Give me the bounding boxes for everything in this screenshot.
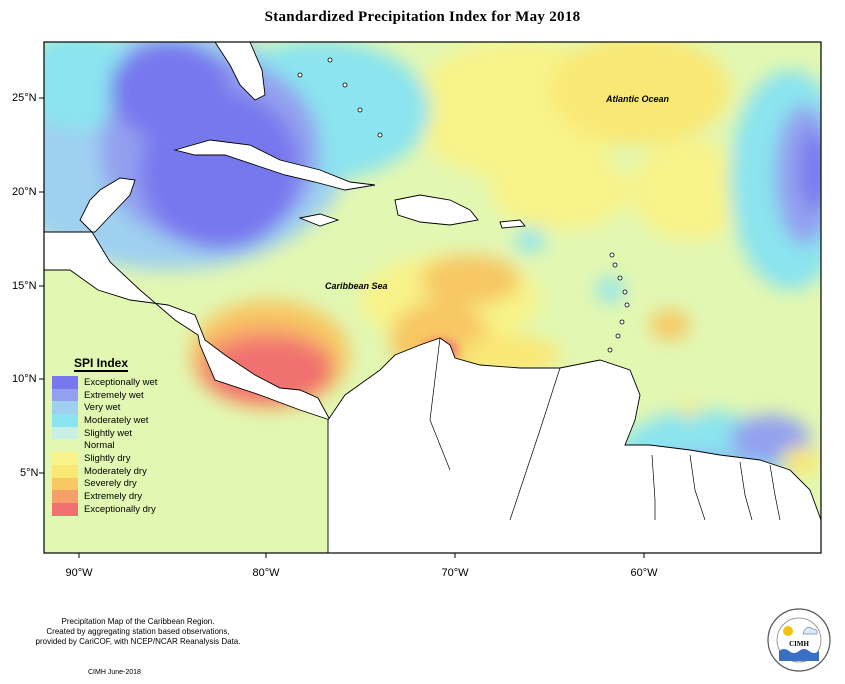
cloud-icon xyxy=(802,627,818,635)
x-tick-label: 70°W xyxy=(441,567,469,579)
credits-line: Created by aggregating station based obs… xyxy=(46,627,230,636)
legend-item: Extremely dry xyxy=(52,490,174,503)
x-tick-label: 60°W xyxy=(630,567,658,579)
legend-item: Moderately wet xyxy=(52,414,174,427)
y-tick-label: 10°N xyxy=(12,373,37,385)
legend-swatch xyxy=(52,388,78,402)
y-tick-label: 20°N xyxy=(12,186,37,198)
legend-item: Extremely wet xyxy=(52,388,174,402)
legend-label: Normal xyxy=(84,440,115,452)
legend-label: Extremely dry xyxy=(84,491,143,503)
wave-icon xyxy=(779,649,819,661)
legend-swatch xyxy=(52,452,78,465)
legend-label: Exceptionally wet xyxy=(84,376,158,388)
legend-label: Slightly dry xyxy=(84,452,131,464)
jamaica-outline xyxy=(298,213,340,227)
credits-block: Precipitation Map of the Caribbean Regio… xyxy=(18,617,258,647)
legend-swatch xyxy=(52,490,78,503)
sun-icon xyxy=(783,626,793,636)
cuba-outline xyxy=(173,139,376,191)
legend-label: Very wet xyxy=(84,402,121,414)
legend-label: Moderately wet xyxy=(84,414,149,426)
atlantic-ocean-label: Atlantic Ocean xyxy=(606,94,670,104)
legend-label: Slightly wet xyxy=(84,427,133,439)
y-tick-label: 15°N xyxy=(12,280,37,292)
y-tick-label: 5°N xyxy=(20,467,39,479)
legend-swatch xyxy=(52,376,78,389)
legend-label: Extremely wet xyxy=(84,389,144,401)
legend-swatch xyxy=(52,464,78,478)
logo-text: CIMH xyxy=(789,640,809,648)
legend-swatch xyxy=(52,426,78,440)
y-tick-label: 25°N xyxy=(12,92,37,104)
florida-outline xyxy=(214,42,266,101)
hispaniola-outline xyxy=(394,194,479,226)
legend-label: Exceptionally dry xyxy=(84,503,156,515)
legend-swatch xyxy=(52,477,78,491)
map-title: Standardized Precipitation Index for May… xyxy=(264,9,581,25)
legend-item: Slightly wet xyxy=(52,426,174,440)
legend-item: Exceptionally wet xyxy=(52,376,174,389)
legend-swatch xyxy=(52,401,78,415)
x-tick-label: 80°W xyxy=(252,567,280,579)
puerto-rico-outline xyxy=(499,219,526,229)
lesser-antilles xyxy=(297,57,630,353)
legend-item: Severely dry xyxy=(52,477,174,491)
x-tick-label: 90°W xyxy=(65,567,93,579)
legend-item: Normal xyxy=(52,439,174,453)
legend-item: Very wet xyxy=(52,401,174,415)
legend-item: Exceptionally dry xyxy=(52,502,174,516)
credits-line: Precipitation Map of the Caribbean Regio… xyxy=(61,617,215,626)
credits-date: CIMH June-2018 xyxy=(88,669,141,676)
map-frame xyxy=(43,41,822,554)
yucatan-outline xyxy=(79,177,136,233)
legend-label: Severely dry xyxy=(84,478,137,490)
legend-title: SPI Index xyxy=(74,356,129,372)
legend-item: Moderately dry xyxy=(52,464,174,478)
legend-item: Slightly dry xyxy=(52,452,174,465)
caribbean-sea-label: Caribbean Sea xyxy=(325,281,388,291)
legend-label: Moderately dry xyxy=(84,465,147,477)
credits-line: provided by CariCOF, with NCEP/NCAR Rean… xyxy=(35,637,241,646)
cimh-logo: CIMH xyxy=(767,608,831,672)
spi-legend: SPI Index Exceptionally wet Extremely wet… xyxy=(52,354,174,516)
legend-swatch xyxy=(52,414,78,427)
legend-swatch xyxy=(52,439,78,453)
central-america-outline xyxy=(44,231,331,421)
legend-swatch xyxy=(52,502,78,516)
spi-field xyxy=(44,42,821,535)
